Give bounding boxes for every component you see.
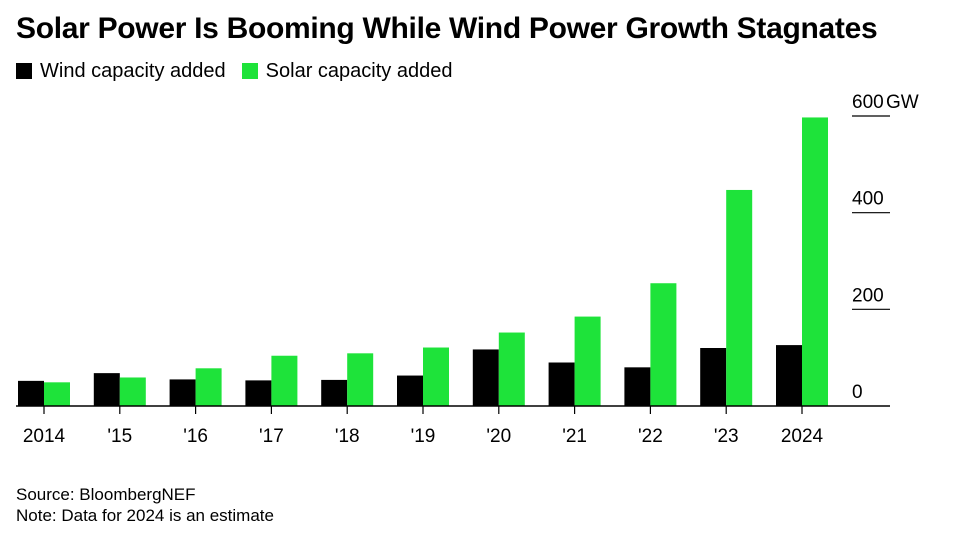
bar-wind xyxy=(169,379,196,406)
x-tick-label: 2014 xyxy=(23,426,66,447)
bar-wind xyxy=(472,349,499,406)
x-tick-label: '15 xyxy=(107,426,132,447)
legend-label-solar: Solar capacity added xyxy=(265,59,453,82)
bar-solar xyxy=(195,368,222,406)
bar-solar xyxy=(574,316,601,406)
legend-label-wind: Wind capacity added xyxy=(40,59,226,82)
x-tick-label: 2024 xyxy=(781,426,824,447)
legend: Wind capacity added Solar capacity added xyxy=(16,58,468,84)
bar-wind xyxy=(700,348,727,406)
x-tick-label: '21 xyxy=(562,426,587,447)
legend-swatch-solar xyxy=(241,63,258,79)
bar-solar xyxy=(802,117,828,406)
bar-solar xyxy=(650,283,677,406)
legend-item-solar: Solar capacity added xyxy=(241,59,453,83)
bar-solar xyxy=(44,382,70,406)
chart-title: Solar Power Is Booming While Wind Power … xyxy=(16,12,878,45)
x-tick-label: '20 xyxy=(486,426,511,447)
bar-solar xyxy=(119,377,146,406)
bar-wind xyxy=(776,345,802,406)
bar-solar xyxy=(347,353,374,406)
y-tick-label: 600 xyxy=(852,92,884,113)
footer: Source: BloombergNEF Note: Data for 2024… xyxy=(16,484,274,526)
x-tick-label: '16 xyxy=(183,426,208,447)
y-tick-label: 200 xyxy=(852,285,884,306)
bar-wind xyxy=(245,380,272,406)
legend-item-wind: Wind capacity added xyxy=(16,60,226,83)
bar-solar xyxy=(498,332,525,406)
bar-solar xyxy=(271,355,298,406)
y-tick-label: 0 xyxy=(852,382,863,403)
bar-wind xyxy=(321,379,348,406)
y-tick-label: 400 xyxy=(852,189,884,210)
bar-solar xyxy=(726,189,753,406)
source-note: Source: BloombergNEF xyxy=(16,485,196,504)
bar-wind xyxy=(548,362,575,406)
x-tick-label: '18 xyxy=(335,426,360,447)
bar-wind xyxy=(93,373,120,406)
legend-swatch-wind xyxy=(16,63,32,79)
y-unit-label: GW xyxy=(886,92,919,113)
bar-wind xyxy=(624,367,651,406)
bar-wind xyxy=(397,375,423,406)
x-tick-label: '17 xyxy=(259,426,284,447)
bar-wind xyxy=(18,380,44,406)
estimate-note: Note: Data for 2024 is an estimate xyxy=(16,506,274,525)
bar-solar xyxy=(423,347,449,406)
x-tick-label: '19 xyxy=(411,426,436,447)
x-tick-label: '22 xyxy=(638,426,663,447)
x-tick-label: '23 xyxy=(714,426,739,447)
